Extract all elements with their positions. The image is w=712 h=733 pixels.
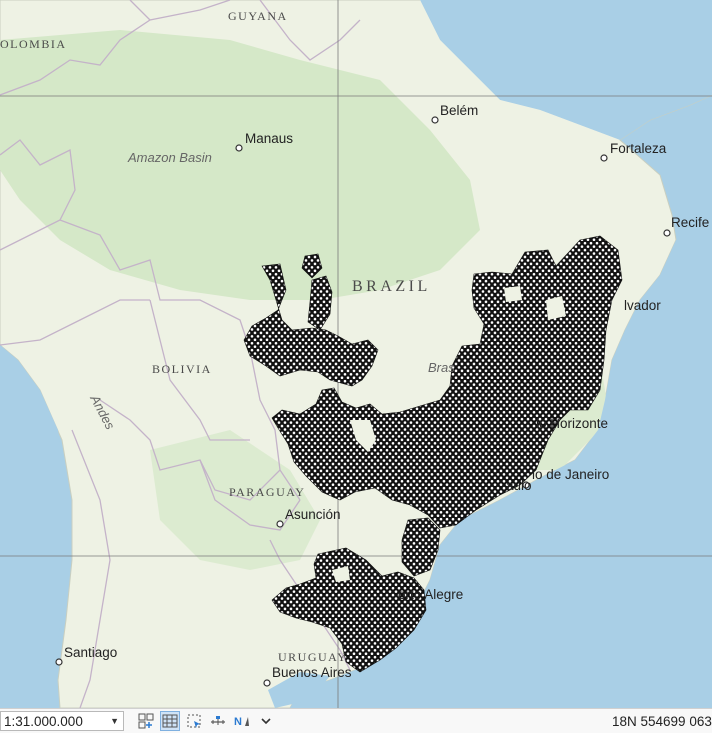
forest-region bbox=[0, 30, 480, 300]
label-brazil: BRAZIL bbox=[352, 278, 431, 295]
label-paraguay: PARAGUAY bbox=[229, 485, 305, 499]
city-markers bbox=[55, 116, 671, 687]
atlantic-ocean-north bbox=[420, 0, 712, 140]
label-manaus: Manaus bbox=[245, 131, 293, 146]
label-brasilia: Bras bbox=[428, 360, 455, 375]
label-uruguay: URUGUAY bbox=[278, 650, 347, 664]
label-sao-paulo: aulo bbox=[506, 478, 532, 493]
label-amazon-basin: Amazon Basin bbox=[127, 150, 212, 165]
forest-region-south bbox=[150, 430, 320, 570]
amazon-delta bbox=[420, 0, 620, 140]
asuncion-marker bbox=[276, 520, 284, 528]
label-bolivia: BOLIVIA bbox=[152, 362, 212, 376]
fortaleza-marker bbox=[600, 154, 608, 162]
pacific-ocean bbox=[0, 345, 66, 708]
chevron-down-icon[interactable] bbox=[256, 711, 276, 731]
label-porto-alegre: orto Alegre bbox=[398, 587, 463, 602]
rio-de-la-plata bbox=[268, 672, 330, 708]
label-fortaleza: Fortaleza bbox=[610, 141, 667, 156]
label-guyana: GUYANA bbox=[228, 9, 288, 23]
atlantic-ocean-south bbox=[290, 240, 712, 708]
select-features-icon[interactable] bbox=[184, 711, 204, 731]
label-buenos-aires: Buenos Aires bbox=[272, 665, 352, 680]
label-salvador: lvador bbox=[624, 298, 661, 313]
label-belem: Belém bbox=[440, 103, 478, 118]
scale-value: 1:31.000.000 bbox=[4, 713, 83, 729]
label-asuncion: Asunción bbox=[285, 507, 341, 522]
hexbin-distribution bbox=[243, 235, 623, 673]
recife-marker bbox=[663, 229, 671, 237]
santiago-marker bbox=[55, 658, 63, 666]
status-bar: 1:31.000.000 ▼ N 18N 554699 063 bbox=[0, 708, 712, 733]
label-belo-horizonte: lo Horizonte bbox=[536, 416, 608, 431]
buenos-aires-marker bbox=[263, 679, 271, 687]
chevron-down-icon: ▼ bbox=[110, 716, 119, 726]
map-labels: GUYANA OLOMBIA Belém Manaus Fortaleza Am… bbox=[0, 9, 709, 680]
label-colombia: OLOMBIA bbox=[0, 37, 67, 51]
label-rio: io de Janeiro bbox=[532, 467, 609, 482]
scale-selector[interactable]: 1:31.000.000 ▼ bbox=[0, 711, 124, 731]
table-view-icon[interactable] bbox=[160, 711, 180, 731]
measure-icon[interactable] bbox=[208, 711, 228, 731]
belem-marker bbox=[431, 116, 439, 124]
svg-text:N: N bbox=[234, 716, 242, 728]
map-view[interactable]: GUYANA OLOMBIA Belém Manaus Fortaleza Am… bbox=[0, 0, 712, 708]
country-borders bbox=[0, 0, 361, 708]
manaus-marker bbox=[235, 144, 243, 152]
grid-layout-icon[interactable] bbox=[136, 711, 156, 731]
rio-marker bbox=[522, 481, 530, 489]
label-recife: Recife bbox=[671, 215, 709, 230]
north-arrow-icon[interactable]: N bbox=[232, 711, 252, 731]
coordinate-readout: 18N 554699 063 bbox=[612, 713, 712, 729]
label-santiago: Santiago bbox=[64, 645, 117, 660]
